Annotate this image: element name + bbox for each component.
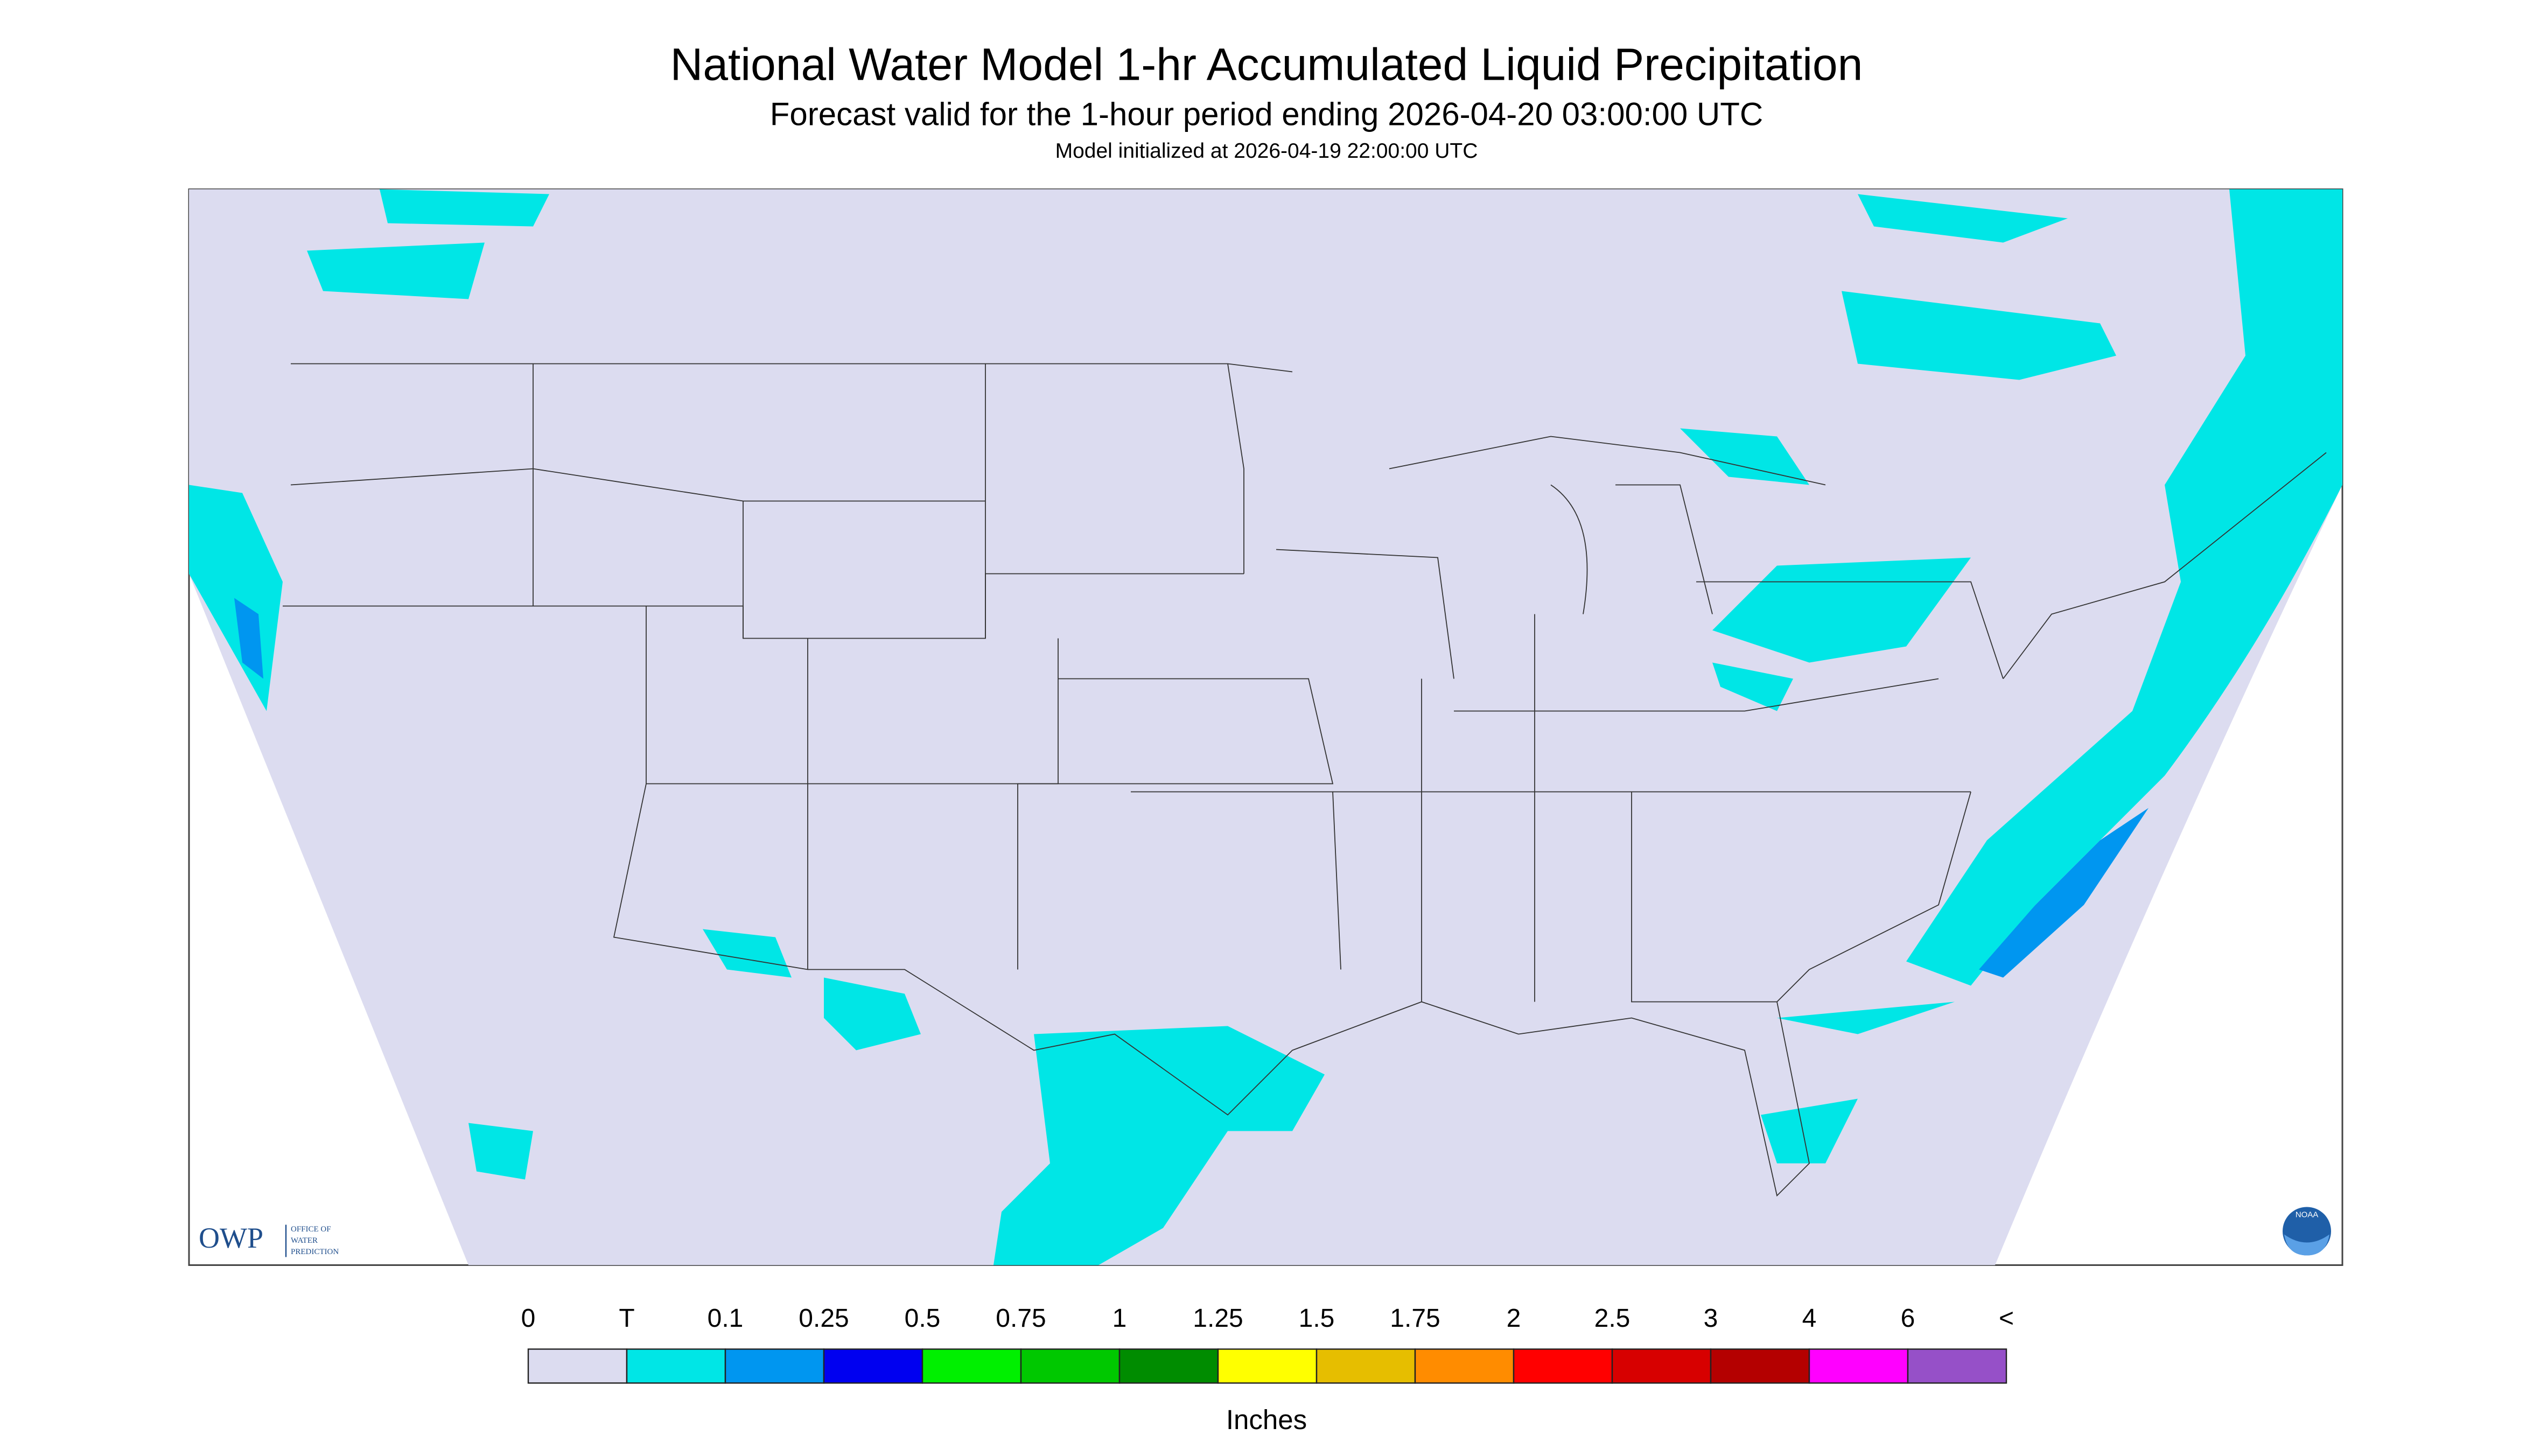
- legend-label: 4: [1802, 1304, 1817, 1333]
- legend-label: 2.5: [1594, 1304, 1631, 1333]
- legend-label: 1.5: [1299, 1304, 1335, 1333]
- legend-label: 6: [1901, 1304, 1915, 1333]
- legend-swatch: [1611, 1348, 1712, 1384]
- legend-swatch: [1414, 1348, 1515, 1384]
- legend: 0 T 0.1 0.25 0.5 0.75 1 1.25 1.5 1.75 2 2.5 3 4 6 <: [521, 1304, 2014, 1384]
- legend-label: 3: [1704, 1304, 1718, 1333]
- legend-label: 2: [1507, 1304, 1521, 1333]
- owp-logo: OWP OFFICE OF WATER PREDICTION: [199, 1222, 339, 1257]
- legend-swatch: [626, 1348, 726, 1384]
- legend-swatch: [724, 1348, 825, 1384]
- legend-label: 0.5: [905, 1304, 941, 1333]
- legend-swatch: [1020, 1348, 1121, 1384]
- legend-label: 1: [1112, 1304, 1127, 1333]
- noaa-logo-text: NOAA: [2296, 1210, 2319, 1219]
- legend-swatch: [1118, 1348, 1219, 1384]
- legend-swatch: [1316, 1348, 1416, 1384]
- legend-swatch: [921, 1348, 1022, 1384]
- boundaries: [283, 363, 2327, 1197]
- init-note: Model initialized at 2026-04-19 22:00:00…: [1055, 139, 1478, 163]
- legend-swatch: [1907, 1348, 2007, 1384]
- legend-label: 0.75: [996, 1304, 1046, 1333]
- owp-logo-text: OWP: [199, 1222, 263, 1254]
- title: National Water Model 1-hr Accumulated Li…: [670, 39, 1863, 90]
- legend-label: <: [1999, 1304, 2014, 1333]
- map: OWP OFFICE OF WATER PREDICTION NOAA: [188, 188, 2343, 1266]
- noaa-logo: NOAA: [2283, 1207, 2331, 1256]
- legend-swatch: [823, 1348, 923, 1384]
- model-domain: [189, 189, 2342, 1265]
- legend-label: 0.25: [799, 1304, 849, 1333]
- legend-label: 1.75: [1390, 1304, 1440, 1333]
- subtitle: Forecast valid for the 1-hour period end…: [770, 96, 1763, 132]
- owp-logo-line: PREDICTION: [291, 1248, 339, 1256]
- legend-label: 0: [521, 1304, 536, 1333]
- legend-swatch: [1808, 1348, 1909, 1384]
- precip: [189, 189, 2342, 1265]
- legend-label: 0.1: [708, 1304, 744, 1333]
- legend-swatch: [1710, 1348, 1810, 1384]
- legend-label: 1.25: [1193, 1304, 1243, 1333]
- legend-units: Inches: [1226, 1404, 1307, 1435]
- legend-label: T: [619, 1304, 634, 1333]
- legend-swatch: [527, 1348, 628, 1384]
- legend-swatch: [1217, 1348, 1318, 1384]
- owp-logo-line: OFFICE OF: [291, 1225, 331, 1234]
- owp-logo-line: WATER: [291, 1236, 318, 1245]
- legend-swatch: [1513, 1348, 1613, 1384]
